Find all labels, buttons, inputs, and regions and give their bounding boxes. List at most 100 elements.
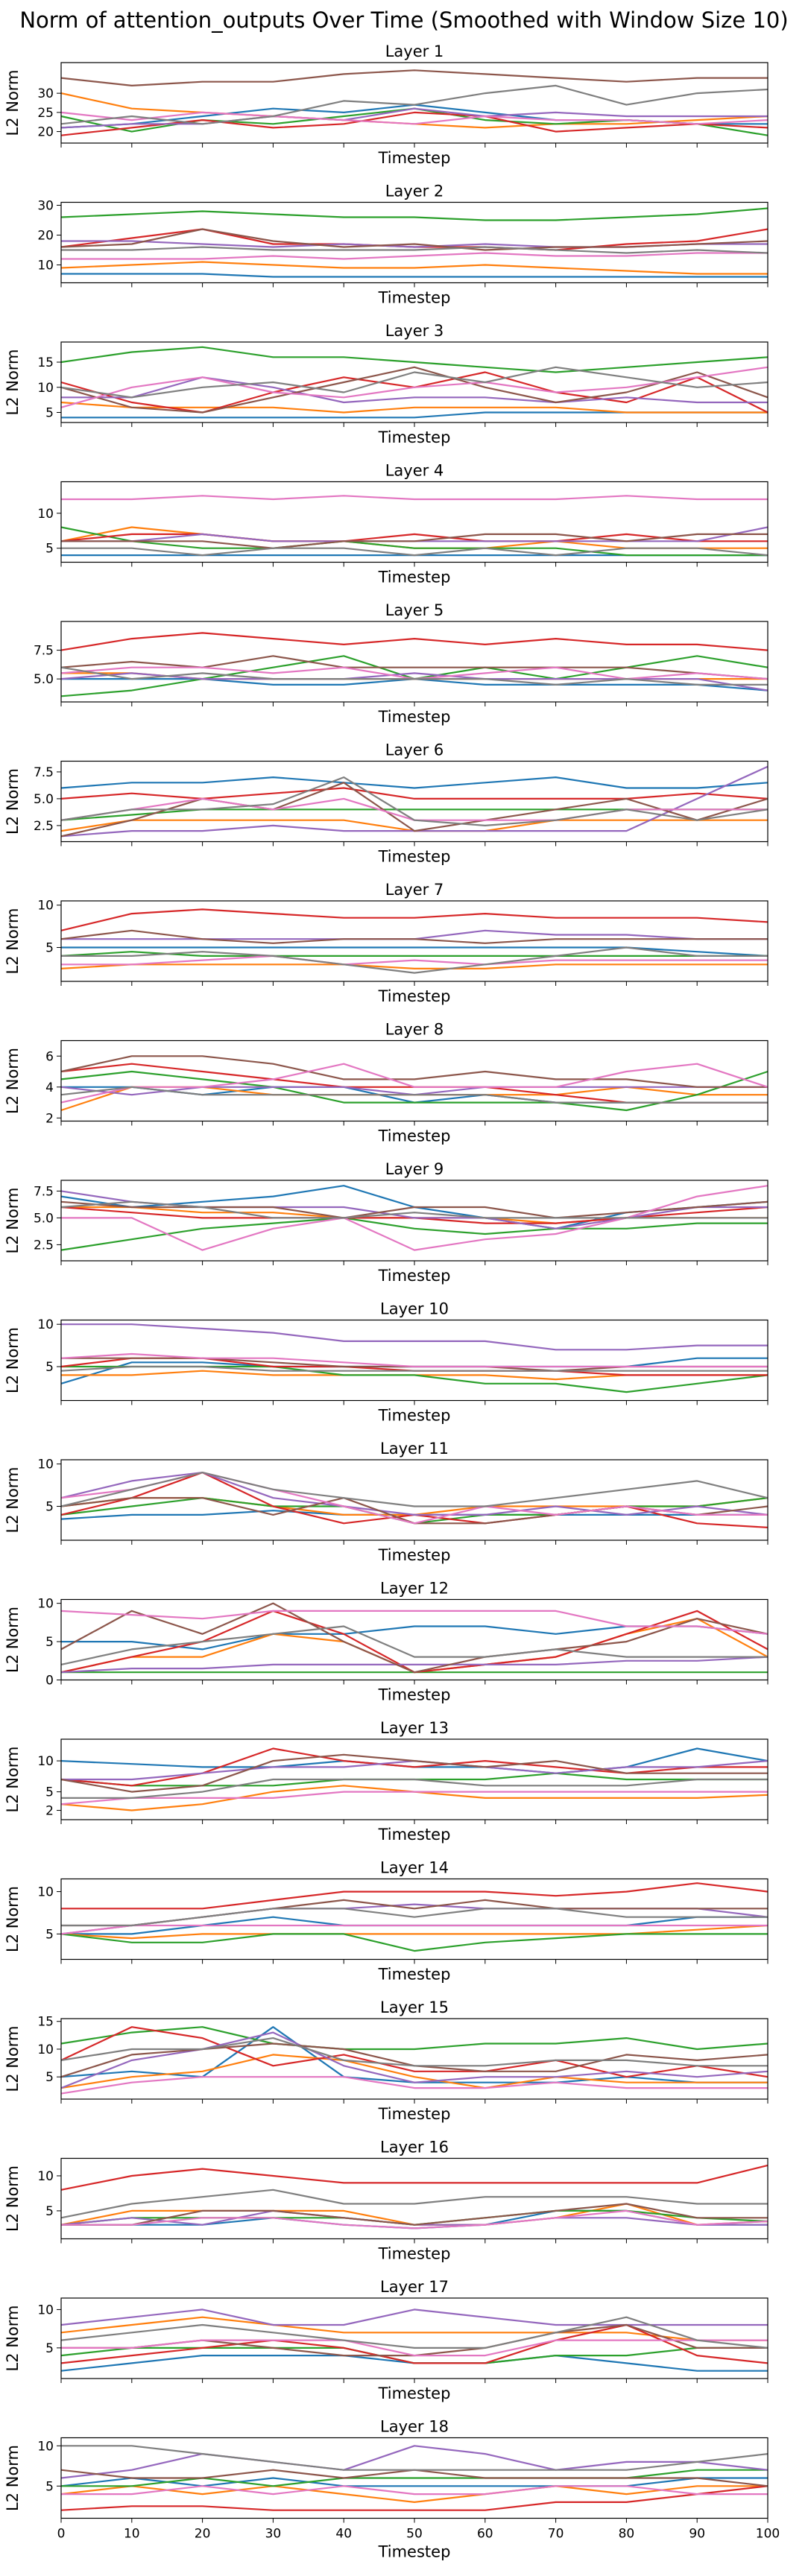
y-tick-label: 5 <box>45 941 54 956</box>
y-tick-label: 10 <box>37 1597 54 1612</box>
series-line-8 <box>60 2316 768 2349</box>
x-tick-label: 40 <box>335 2527 352 2542</box>
y-axis-label: L2 Norm <box>4 1187 22 1253</box>
x-axis-label: Timestep <box>378 1267 451 1285</box>
x-axis-label: Timestep <box>378 2245 451 2263</box>
subplot-2: Layer 2 10 20 30 Timestep <box>37 183 768 307</box>
x-axis-label: Timestep <box>378 987 451 1005</box>
series-line-6 <box>60 929 768 944</box>
x-axis-label: Timestep <box>378 1686 451 1704</box>
series-line-4 <box>60 2323 768 2364</box>
series-line-2 <box>60 401 768 414</box>
y-tick-label: 5 <box>45 2204 54 2219</box>
plot-frame <box>60 2018 768 2100</box>
series-line-6 <box>60 366 768 414</box>
subplot-10: Layer 10 5 10 Timestep L2 Norm <box>4 1300 768 1425</box>
series-line-8 <box>60 1365 768 1372</box>
subplot-title: Layer 3 <box>385 322 444 340</box>
series-line-7 <box>60 1924 768 1935</box>
series-line-5 <box>60 2031 768 2089</box>
series-line-8 <box>61 246 768 254</box>
series-line-6 <box>60 782 768 838</box>
y-axis-label: L2 Norm <box>4 1746 22 1812</box>
x-axis-label: Timestep <box>378 289 451 307</box>
y-axis-label: L2 Norm <box>4 2165 22 2232</box>
series-line-7 <box>61 955 768 966</box>
y-tick-label: 5 <box>45 542 54 557</box>
series-line-5 <box>60 672 768 692</box>
x-axis-label: Timestep <box>378 2105 451 2123</box>
subplot-5: Layer 5 5.0 7.5 Timestep <box>34 601 768 726</box>
subplot-title: Layer 2 <box>385 183 444 200</box>
y-tick-label: 10 <box>37 381 54 396</box>
subplot-14: Layer 14 5 10 Timestep L2 Norm <box>4 1859 768 1984</box>
series-line-7 <box>60 1063 768 1104</box>
series-line-4 <box>60 908 768 931</box>
series-line-7 <box>61 495 768 501</box>
series-line-2 <box>60 2485 768 2503</box>
x-axis-label: Timestep <box>378 1826 451 1844</box>
series-line-3 <box>60 951 768 958</box>
plot-frame <box>60 481 768 563</box>
series-line-6 <box>60 228 768 251</box>
x-axis-label: Timestep <box>378 1546 451 1564</box>
series-line-8 <box>61 1908 768 1927</box>
y-tick-label: 5 <box>45 1927 54 1942</box>
x-axis-label: Timestep <box>378 149 451 167</box>
series-line-7 <box>60 2076 768 2095</box>
y-tick-label: 5.0 <box>34 1211 54 1226</box>
series-line-8 <box>60 1086 768 1104</box>
figure-title: Norm of attention_outputs Over Time (Smo… <box>19 7 789 33</box>
x-axis-label: Timestep <box>378 569 451 586</box>
series-line-8 <box>61 547 768 557</box>
y-tick-label: 5 <box>45 2070 54 2085</box>
y-tick-label: 7.5 <box>34 765 54 780</box>
series-line-7 <box>61 2485 768 2496</box>
subplot-11: Layer 11 5 10 Timestep L2 Norm <box>4 1440 768 1564</box>
y-axis-label: L2 Norm <box>4 349 22 415</box>
subplot-12: Layer 12 0 5 10 Timestep L2 Norm <box>4 1580 768 1704</box>
series-line-8 <box>61 2445 768 2471</box>
y-axis-label: L2 Norm <box>4 2445 22 2511</box>
subplot-8: Layer 8 2 4 6 Timestep L2 Norm <box>4 1021 768 1145</box>
subplot-title: Layer 15 <box>380 1999 449 2016</box>
series-line-1 <box>60 776 768 789</box>
y-tick-label: 5 <box>45 2341 54 2356</box>
subplot-9: Layer 9 2.5 5.0 7.5 Timestep L2 Norm <box>4 1160 768 1285</box>
series-line-3 <box>60 2026 768 2051</box>
series-line-8 <box>60 666 768 686</box>
series-line-6 <box>61 533 768 549</box>
y-tick-label: 25 <box>37 106 54 121</box>
series-line-5 <box>60 765 768 838</box>
series-line-8 <box>60 84 768 125</box>
y-tick-label: 5 <box>45 406 54 421</box>
y-axis-label: L2 Norm <box>4 2305 22 2371</box>
series-line-7 <box>60 1791 768 1806</box>
series-line-4 <box>60 2485 768 2511</box>
series-line-8 <box>60 776 768 827</box>
y-tick-label: 10 <box>37 1458 54 1472</box>
series-line-5 <box>60 1656 768 1674</box>
y-tick-label: 5 <box>45 1360 54 1375</box>
series-line-4 <box>61 1882 768 1910</box>
series-line-5 <box>60 107 768 129</box>
y-tick-label: 10 <box>37 2303 54 2317</box>
series-line-3 <box>60 526 768 557</box>
series-line-7 <box>60 366 768 408</box>
y-tick-label: 2 <box>45 1111 54 1126</box>
plot-frame <box>60 1180 768 1262</box>
y-tick-label: 10 <box>37 2439 54 2454</box>
plot-frame <box>60 1459 768 1541</box>
subplot-1: Layer 1 20 25 30 Timestep L2 Norm <box>4 42 768 167</box>
series-line-3 <box>60 1070 768 1112</box>
series-line-8 <box>60 2037 768 2067</box>
series-line-4 <box>60 1747 768 1787</box>
series-line-8 <box>60 1625 768 1665</box>
series-line-7 <box>61 2209 768 2230</box>
subplot-title: Layer 1 <box>385 42 444 60</box>
series-line-6 <box>60 1753 768 1793</box>
series-line-8 <box>60 366 768 399</box>
subplot-title: Layer 6 <box>385 741 444 759</box>
series-line-4 <box>60 533 768 542</box>
